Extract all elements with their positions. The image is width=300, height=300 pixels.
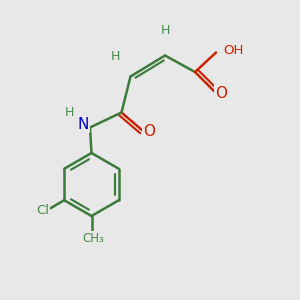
- Text: H: H: [160, 23, 170, 37]
- Text: O: O: [215, 85, 227, 100]
- Text: H: H: [111, 50, 120, 64]
- Text: Cl: Cl: [36, 203, 49, 217]
- Text: CH₃: CH₃: [82, 232, 104, 245]
- Text: O: O: [143, 124, 155, 140]
- Text: H: H: [64, 106, 74, 119]
- Text: N: N: [78, 117, 89, 132]
- Text: OH: OH: [224, 44, 244, 58]
